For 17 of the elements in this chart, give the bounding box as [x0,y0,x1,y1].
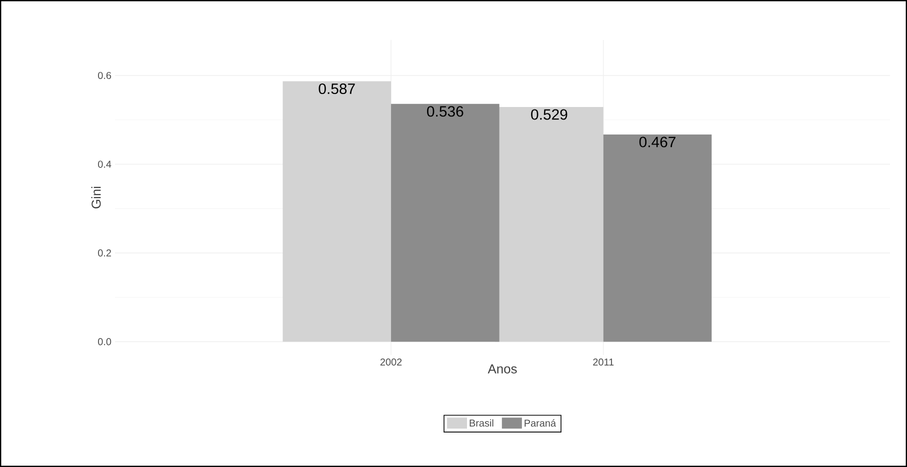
data-label: 0.536 [427,106,464,117]
y-axis-title: Gini [91,186,101,208]
x-tick-label: 2011 [593,358,614,366]
bar [282,81,392,342]
legend-label: Brasil [470,419,494,427]
bar [391,104,500,342]
y-tick-label: 0.4 [98,160,112,168]
data-label: 0.529 [531,109,568,120]
y-tick-label: 0.2 [98,249,111,256]
data-label: 0.587 [318,83,355,94]
y-tick-label: 0.0 [98,338,112,346]
data-label: 0.467 [639,136,676,148]
x-tick-label: 2002 [380,358,402,366]
bar [603,134,712,342]
x-axis-title: Anos [488,364,517,374]
y-tick-label: 0.6 [98,72,112,80]
legend-label: Paraná [524,419,556,427]
